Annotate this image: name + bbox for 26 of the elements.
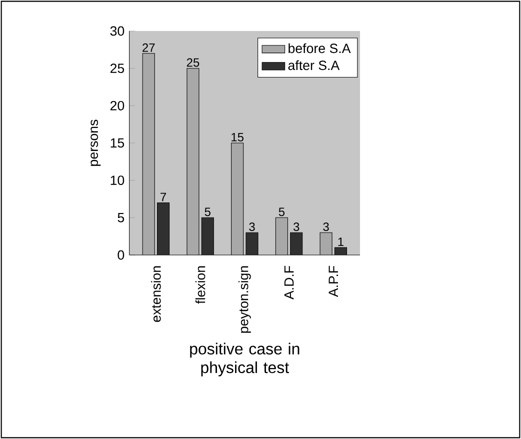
y-tick-label: 15	[110, 138, 124, 148]
y-tick-label: 5	[118, 213, 124, 222]
y-tick-label: 10	[110, 176, 124, 186]
y-tick-label: 30	[110, 26, 124, 36]
legend-label: before S.A	[288, 43, 351, 54]
data-label: 3	[249, 222, 255, 232]
data-label: 15	[232, 133, 244, 142]
x-tick-label: flexion	[195, 266, 206, 304]
x-tick-label: A.P.F	[328, 266, 338, 297]
y-axis-title: persons	[90, 120, 101, 166]
x-tick-label: extension	[151, 266, 161, 322]
data-label: 25	[186, 58, 200, 67]
x-tick-label: peyton.sign	[238, 266, 251, 333]
data-label: 27	[142, 43, 155, 52]
x-tick-label: A.D.F	[284, 266, 294, 300]
y-tick-label: 0	[118, 250, 124, 260]
y-tick-label: 25	[110, 64, 124, 74]
x-axis-title: positive case in physical test	[190, 342, 300, 376]
data-label: 3	[293, 222, 300, 232]
data-label: 1	[338, 238, 344, 246]
data-label: 5	[204, 208, 210, 216]
data-label: 3	[323, 222, 329, 232]
y-tick-label: 20	[110, 100, 124, 110]
data-label: 5	[278, 208, 285, 216]
data-label: 7	[160, 192, 166, 202]
legend-label: after S.A	[288, 60, 340, 70]
